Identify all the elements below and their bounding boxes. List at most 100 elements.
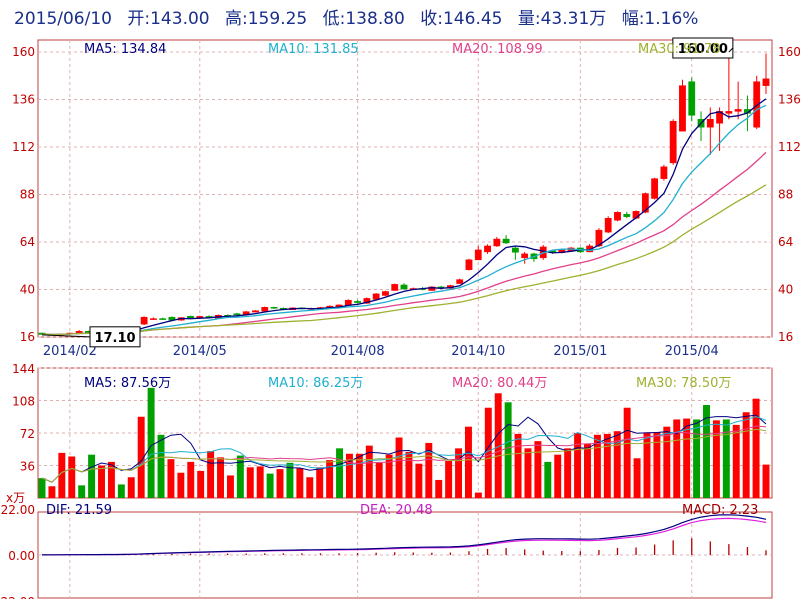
candle-body [725,111,733,114]
volume-bar [217,457,224,498]
candle-body [706,119,714,128]
volume-bar [48,486,56,498]
volume-bar [663,426,671,498]
candle-body [669,121,677,164]
max-label: 160.00 [678,42,728,57]
volume-bar [88,454,96,498]
macd-tick: -22.00 [0,595,35,599]
volume-bar [147,387,155,498]
x-tick-label: 2014/10 [451,344,505,359]
candle-body [762,78,770,86]
volume-bar [167,459,175,498]
candle-body [595,229,603,247]
volume-bar [742,412,750,498]
volume-tick: 108 [12,395,35,409]
price-tick-right: 112 [778,140,801,154]
volume-bar [177,472,185,498]
candle-body [604,218,612,233]
volume-bar [187,461,195,498]
candle-body [679,85,686,132]
header-change: 幅:1.16% [621,9,699,29]
candle-body [372,293,380,300]
volume-bar [703,405,710,498]
price-tick-right: 136 [778,93,801,107]
price-ma20-label: MA20: 108.99 [452,42,543,57]
volume-tick: 144 [12,362,35,376]
volume-bar [445,460,453,498]
candle-body [623,214,631,217]
volume-bar [425,442,433,498]
volume-bar [534,441,542,498]
volume-bar [554,454,562,498]
price-panel-frame [37,39,773,338]
volume-bar [345,453,353,498]
volume-bar [266,473,274,498]
vol-ma10-label: MA10: 86.25万 [268,376,364,391]
volume-bar [326,460,334,498]
candle-body [261,307,269,312]
candle-body [159,318,167,320]
macd-value-label: MACD: 2.23 [682,503,759,518]
min-label: 17.10 [94,331,135,346]
candle-body [252,310,259,313]
volume-bar [256,466,264,498]
price-tick-right: 16 [778,330,793,344]
price-tick-right: 88 [778,188,793,202]
volume-bar [365,445,373,498]
volume-bar [574,433,582,498]
volume-bar [355,453,363,498]
price-tick-left: 16 [20,330,35,344]
price-tick-left: 64 [20,235,35,249]
price-tick-left: 40 [20,283,35,297]
candle-body [651,178,659,199]
vol-ma30-line [41,428,767,483]
volume-bar [504,402,512,498]
volume-bar [375,462,383,498]
candle-body [187,315,194,319]
candle-body [753,81,761,128]
candle-body [382,291,389,296]
volume-bar [58,452,66,498]
volume-bar [385,454,393,498]
volume-bar [762,464,770,498]
header-volume: 量:43.31万 [517,9,607,29]
header-low: 低:138.80 [322,9,405,29]
price-ma10-label: MA10: 131.85 [268,42,359,57]
header-open: 开:143.00 [127,9,210,29]
volume-bar [712,420,720,498]
volume-bar [752,398,760,498]
volume-bar [207,451,215,498]
volume-bar [236,455,244,498]
price-ma5-label: MA5: 134.84 [84,42,167,57]
volume-bar [455,448,463,498]
volume-bar [246,467,254,498]
volume-bar [395,437,403,498]
dif-line [41,514,767,556]
volume-unit-label: x万 [6,491,25,505]
candle-body [641,193,649,213]
volume-tick: 72 [20,427,35,441]
x-tick-label: 2014/02 [43,344,97,359]
dea-line [42,517,767,556]
candle-body [688,81,696,116]
x-tick-label: 2015/04 [665,344,719,359]
candle-body [270,307,278,309]
volume-bar [405,451,413,498]
candle-body [140,316,148,325]
volume-bar [464,426,472,498]
volume-bar [732,424,740,498]
volume-bar [137,416,145,498]
candle-body [391,284,399,291]
ma5-line [41,98,767,336]
candle-body [511,247,519,253]
candle-body [242,311,250,315]
vol-ma5-label: MA5: 87.56万 [84,376,172,391]
candle-body [474,249,482,261]
candle-body [734,109,742,112]
volume-bar [484,407,492,498]
volume-bar [653,432,661,498]
volume-bar [693,419,701,498]
candle-body [614,212,621,221]
candle-body [465,259,473,270]
